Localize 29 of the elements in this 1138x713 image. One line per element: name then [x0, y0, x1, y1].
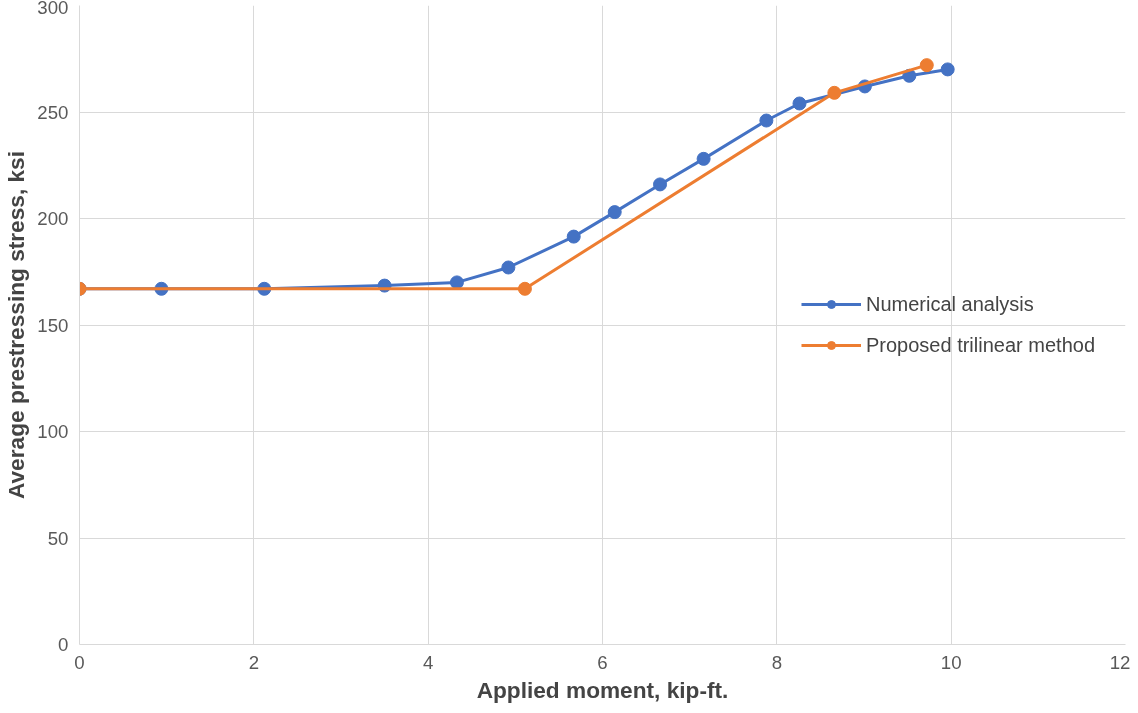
y-tick-label: 150 — [37, 314, 69, 336]
x-tick-label: 8 — [771, 651, 783, 673]
y-tick-label: 50 — [47, 527, 69, 549]
y-tick-label: 250 — [37, 101, 69, 123]
point — [696, 151, 711, 166]
y-tick-label: 0 — [58, 634, 69, 655]
point — [566, 229, 581, 244]
x-tick-label: 10 — [940, 651, 962, 673]
x-tick-label: 0 — [74, 651, 85, 673]
x-tick-label: 12 — [1109, 651, 1131, 673]
x-axis-title: Applied moment, kip-ft. — [476, 676, 729, 703]
legend-label: Proposed trilinear method — [865, 333, 1095, 357]
point — [792, 96, 807, 111]
point — [653, 177, 668, 192]
point — [501, 260, 516, 275]
point — [940, 62, 955, 77]
point — [827, 85, 842, 100]
x-tick-label: 2 — [248, 651, 260, 673]
point — [607, 205, 622, 220]
x-tick-label: 4 — [422, 651, 434, 673]
x-tick-label: 6 — [597, 651, 608, 673]
y-tick-label: 100 — [37, 421, 69, 442]
point — [517, 281, 532, 296]
point — [919, 58, 934, 73]
y-tick-label: 200 — [37, 208, 69, 229]
legend-label: Numerical analysis — [865, 292, 1034, 316]
point — [759, 113, 774, 128]
y-axis-title: Average prestressing stress, ksi — [3, 150, 30, 499]
y-tick-label: 300 — [37, 0, 69, 18]
